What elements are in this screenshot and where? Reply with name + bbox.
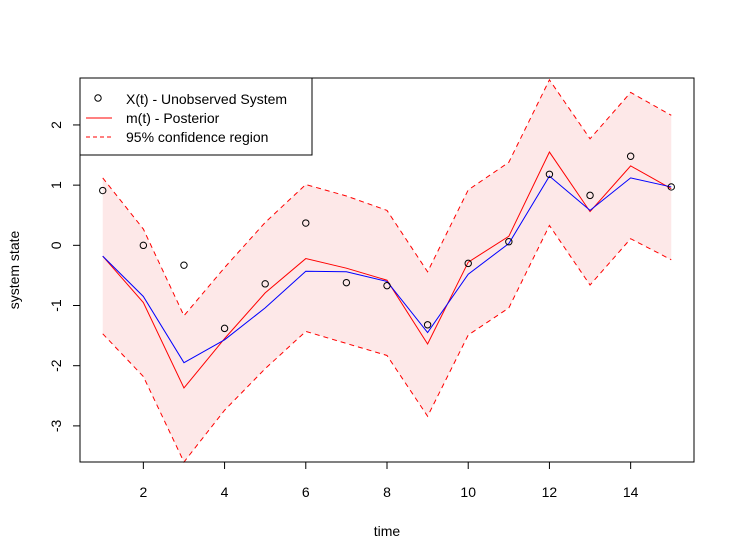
x-tick-label: 4	[221, 484, 229, 500]
observation-point	[99, 186, 107, 195]
legend-box	[79, 77, 313, 156]
x-tick-label: 12	[542, 484, 558, 500]
legend-label-confidence: 95% confidence region	[126, 129, 268, 145]
y-tick-label: -1	[48, 299, 64, 312]
y-tick-label: 1	[48, 181, 64, 189]
observation-point	[180, 261, 188, 269]
legend-points-symbol	[94, 94, 102, 102]
observation-point	[139, 241, 148, 250]
observation-point	[464, 259, 472, 268]
blue-estimate-line	[102, 175, 672, 364]
observation-point	[261, 280, 269, 288]
series-lines-layer	[102, 78, 672, 463]
observation-point	[505, 238, 513, 246]
x-tick-label: 8	[383, 484, 391, 500]
observation-point	[626, 152, 635, 160]
x-tick-label: 2	[139, 484, 147, 500]
posterior-mean-line	[102, 151, 672, 389]
x-tick-label: 10	[460, 484, 476, 500]
y-tick-label: 2	[48, 121, 64, 129]
y-tick-label: -2	[48, 359, 64, 372]
observation-point	[586, 191, 594, 200]
y-tick-label: -3	[48, 419, 64, 432]
y-axis-title: system state	[6, 231, 22, 310]
x-axis-title: time	[374, 523, 401, 539]
confidence-band-layer	[102, 79, 672, 463]
x-tick-label: 14	[623, 484, 639, 500]
legend-label-points: X(t) - Unobserved System	[126, 91, 287, 107]
x-axis: 2 4 6 8 10 12 14	[139, 461, 639, 500]
y-axis: -3 -2 -1 0 1 2	[48, 121, 81, 432]
confidence-lower-line	[102, 224, 672, 463]
observation-points-layer	[99, 152, 675, 333]
observation-point	[423, 321, 432, 329]
confidence-upper-line	[102, 78, 672, 317]
observation-point	[302, 219, 310, 227]
legend-label-posterior: m(t) - Posterior	[126, 110, 220, 126]
confidence-band-fill	[102, 79, 672, 463]
observation-point	[545, 170, 554, 179]
observation-point	[383, 281, 391, 290]
y-tick-label: 0	[48, 241, 64, 249]
observation-point	[667, 183, 675, 191]
legend: X(t) - Unobserved System m(t) - Posterio…	[79, 77, 313, 156]
observation-point	[342, 278, 351, 287]
x-tick-label: 6	[302, 484, 310, 500]
observation-point	[220, 324, 229, 333]
